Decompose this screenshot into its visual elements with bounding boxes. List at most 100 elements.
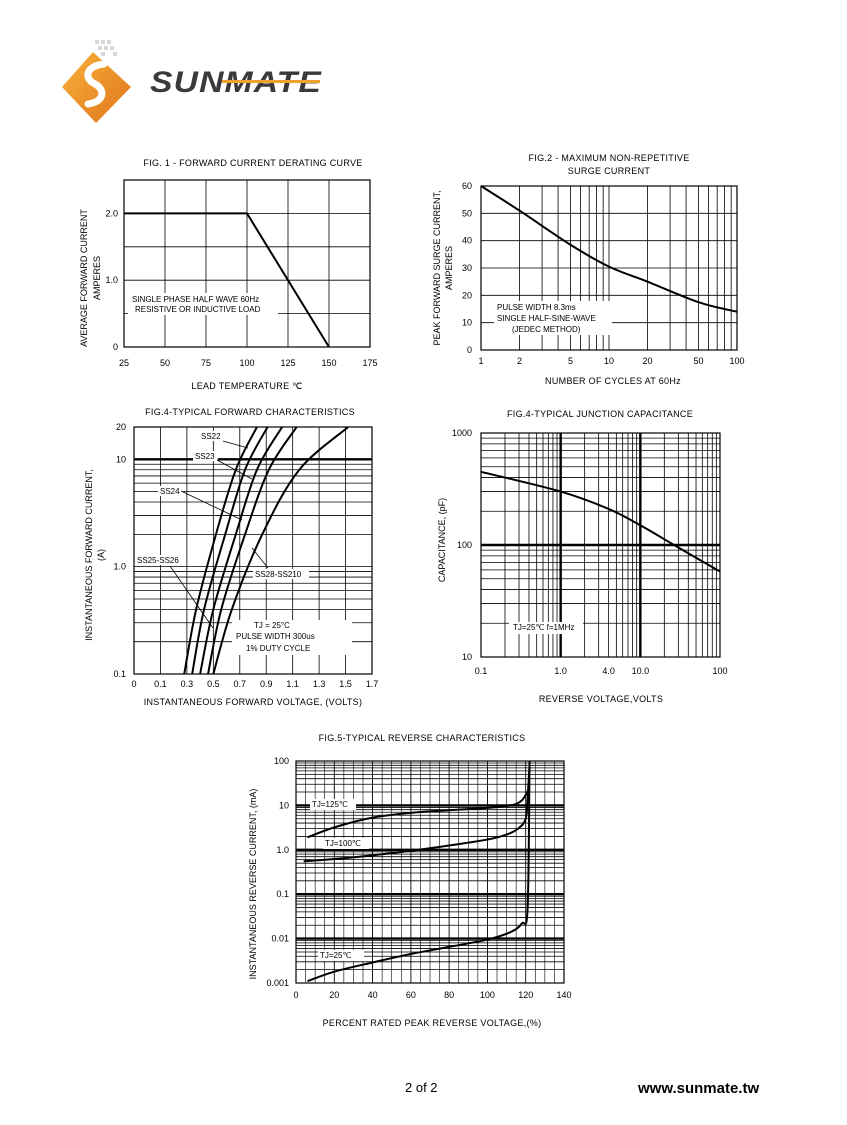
fig3-y-tick-label: 1.0 xyxy=(113,562,126,572)
fig2-series-line-0 xyxy=(480,185,738,313)
fig3-y-tick-label: 20 xyxy=(116,422,126,432)
fig2-x-tick-label: 10 xyxy=(604,356,614,366)
fig1-grid xyxy=(123,180,371,348)
fig3-annotation: 1% DUTY CYCLE xyxy=(246,644,310,653)
fig1-y-axis-label: AVERAGE FORWARD CURRENT xyxy=(79,209,89,347)
fig3-series-label-bg xyxy=(158,486,183,496)
fig4-title: FIG.4-TYPICAL JUNCTION CAPACITANCE xyxy=(507,409,693,419)
fig3-annotation: TJ = 25°C xyxy=(254,621,290,630)
fig5-series-label: TJ=25℃ xyxy=(320,951,351,960)
fig1-y-tick-label: 1.0 xyxy=(105,275,118,285)
fig3-series-label: SS22 xyxy=(201,432,221,441)
fig4-x-tick-label: 4.0 xyxy=(602,666,615,676)
fig1-x-tick-label: 125 xyxy=(280,358,295,368)
fig2-chart: 1 2 5 10 20 50 100 0 10 20 30 40 50 60 FIG.2 - MAXIMUM… xyxy=(432,153,745,386)
fig2-x-tick-label: 50 xyxy=(693,356,703,366)
fig5-series-label-bg xyxy=(318,950,364,961)
fig3-leader-line xyxy=(251,547,269,569)
fig3-plot-frame xyxy=(133,426,373,675)
fig3-series-label-bg xyxy=(193,451,218,461)
sunmate-logo: SUNMATE xyxy=(62,40,321,123)
fig2-x-tick-label: 5 xyxy=(568,356,573,366)
fig2-y-tick-label: 30 xyxy=(462,263,472,273)
fig5-series-line-tj-25- xyxy=(307,760,531,983)
fig3-y-axis-label: (A) xyxy=(96,549,106,561)
fig4-chart: 0.1 1.0 4.0 10.0 100 10 100 1000 FIG.4-TYPICAL J… xyxy=(437,409,728,704)
fig3-series-label-bg xyxy=(199,431,224,441)
fig3-leader-line xyxy=(180,490,243,521)
fig1-y-tick-label: 2.0 xyxy=(105,208,118,218)
fig2-annotation: SINGLE HALF-SINE-WAVE xyxy=(497,314,596,323)
fig3-series-label: SS25-SS26 xyxy=(137,556,179,565)
fig5-x-tick-label: 0 xyxy=(293,990,298,1000)
fig2-annotation: PULSE WIDTH 8.3ms xyxy=(497,303,576,312)
fig4-x-tick-label: 10.0 xyxy=(632,666,650,676)
fig1-x-tick-label: 175 xyxy=(362,358,377,368)
fig1-annotation-box xyxy=(128,293,278,315)
fig5-y-tick-label: 0.001 xyxy=(266,978,289,988)
website-link[interactable]: www.sunmate.tw xyxy=(638,1080,760,1097)
fig3-annotation: PULSE WIDTH 300us xyxy=(236,632,315,641)
fig5-x-tick-label: 60 xyxy=(406,990,416,1000)
fig4-grid xyxy=(480,432,721,658)
fig3-x-tick-label: 1.5 xyxy=(339,679,352,689)
fig5-x-tick-label: 100 xyxy=(480,990,495,1000)
fig3-series-label-bg xyxy=(253,569,309,579)
fig5-y-tick-label: 10 xyxy=(279,800,289,810)
fig4-y-tick-label: 1000 xyxy=(452,428,472,438)
fig2-y-tick-label: 20 xyxy=(462,290,472,300)
fig3-series-line-ss28-ss210 xyxy=(212,426,349,675)
fig5-chart: 0 20 40 60 80 100 120 140 0.001 0.01 0.1 1.0 10 100 FI… xyxy=(248,733,572,1028)
fig2-y-tick-label: 0 xyxy=(467,345,472,355)
fig5-y-tick-label: 1.0 xyxy=(276,845,289,855)
fig3-chart: 0 0.1 0.3 0.5 0.7 0.9 1.1 1.3 1.5 1.7 0.1 1.0 10 20 FI… xyxy=(84,407,378,707)
fig1-annotation: RESISTIVE OR INDUCTIVE LOAD xyxy=(135,305,261,314)
fig1-x-tick-label: 75 xyxy=(201,358,211,368)
fig4-series-line-0 xyxy=(480,470,721,573)
fig3-x-tick-label: 1.7 xyxy=(366,679,379,689)
fig2-y-tick-label: 40 xyxy=(462,236,472,246)
fig5-series-label-bg xyxy=(310,799,356,810)
fig4-x-tick-label: 0.1 xyxy=(475,666,488,676)
fig5-title: FIG.5-TYPICAL REVERSE CHARACTERISTICS xyxy=(319,733,526,743)
fig5-x-tick-label: 120 xyxy=(518,990,533,1000)
fig4-annotation-box xyxy=(509,622,583,634)
fig5-x-tick-label: 140 xyxy=(556,990,571,1000)
fig4-x-tick-label: 1.0 xyxy=(554,666,567,676)
fig2-annotation: (JEDEC METHOD) xyxy=(512,325,581,334)
fig3-x-tick-label: 1.1 xyxy=(286,679,299,689)
fig2-x-tick-label: 2 xyxy=(517,356,522,366)
fig3-x-tick-label: 0.5 xyxy=(207,679,220,689)
fig3-leader-line xyxy=(216,459,253,480)
fig3-title: FIG.4-TYPICAL FORWARD CHARACTERISTICS xyxy=(145,407,355,417)
fig2-annotation-box xyxy=(494,301,612,335)
fig4-plot-frame xyxy=(480,432,721,658)
fig2-y-tick-label: 60 xyxy=(462,181,472,191)
fig1-series-line-0 xyxy=(124,212,330,348)
fig2-x-axis-label: NUMBER OF CYCLES AT 60Hz xyxy=(545,376,681,386)
fig3-series-line-ss25-ss26 xyxy=(207,426,298,675)
fig5-y-axis-label: INSTANTANEOUS REVERSE CURRENT, (mA) xyxy=(248,789,258,980)
fig5-y-tick-label: 0.1 xyxy=(276,889,289,899)
fig1-chart: 25 50 75 100 125 150 175 0 1.0 2.0 FIG. 1 - FORWAR… xyxy=(79,158,378,391)
fig2-y-axis-label: PEAK FORWARD SURGE CURRENT, xyxy=(432,190,442,345)
fig3-series-line-ss22 xyxy=(183,426,258,675)
fig2-y-axis-label: AMPERES xyxy=(444,246,454,290)
fig4-y-tick-label: 100 xyxy=(457,540,472,550)
fig5-x-axis-label: PERCENT RATED PEAK REVERSE VOLTAGE,(%) xyxy=(323,1018,542,1028)
fig3-annotation-box xyxy=(232,620,352,655)
fig3-y-tick-label: 10 xyxy=(116,454,126,464)
fig5-series-label-bg xyxy=(323,838,369,849)
fig2-title: FIG.2 - MAXIMUM NON-REPETITIVE xyxy=(528,153,689,163)
fig5-plot-frame xyxy=(295,760,565,984)
fig1-x-tick-label: 50 xyxy=(160,358,170,368)
fig3-y-axis-label: INSTANTANEOUS FORWARD CURRENT, xyxy=(84,469,94,641)
fig3-series-label-bg xyxy=(135,555,186,565)
logo-s-mark xyxy=(84,60,108,108)
fig2-x-tick-label: 100 xyxy=(729,356,744,366)
fig2-y-tick-label: 50 xyxy=(462,208,472,218)
fig3-x-tick-label: 0 xyxy=(131,679,136,689)
fig3-leader-line xyxy=(169,565,214,629)
